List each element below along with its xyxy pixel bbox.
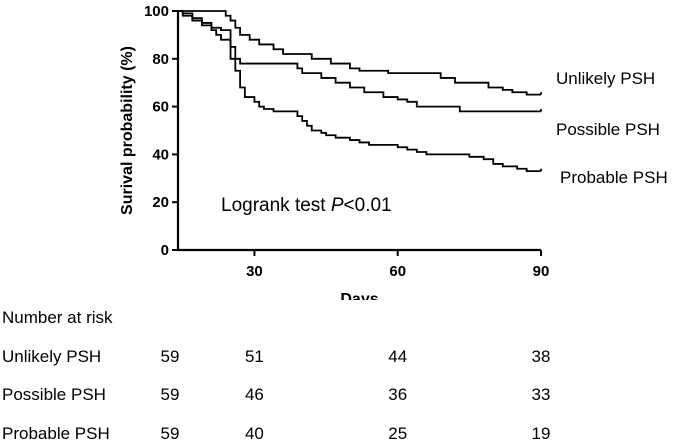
survival-curves xyxy=(178,10,542,173)
axes xyxy=(176,11,541,252)
risk-value-probable-psh-1: 40 xyxy=(244,424,264,443)
curve-possible-psh xyxy=(178,10,541,113)
curve-labels: Unlikely PSH Possible PSH Probable PSH xyxy=(556,69,668,187)
risk-value-unlikely-psh-3: 38 xyxy=(531,347,551,366)
curve-label-unlikely-psh: Unlikely PSH xyxy=(556,69,655,88)
risk-value-probable-psh-2: 25 xyxy=(388,424,408,443)
y-tick-label-100: 100 xyxy=(144,3,169,20)
risk-value-possible-psh-2: 36 xyxy=(388,385,408,404)
risk-table-title: Number at risk xyxy=(2,308,113,327)
risk-value-unlikely-psh-1: 51 xyxy=(244,347,264,366)
risk-row-label-unlikely-psh: Unlikely PSH xyxy=(2,347,102,366)
annotation-prefix: Logrank test xyxy=(221,195,331,216)
x-tick-label-90: 90 xyxy=(533,263,550,280)
x-axis-label: Days xyxy=(340,291,378,300)
x-tick-label-60: 60 xyxy=(389,263,406,280)
y-axis-label: Surival probability (%) xyxy=(119,46,136,215)
annotation-p: P xyxy=(331,195,344,216)
risk-value-probable-psh-3: 19 xyxy=(531,424,551,443)
risk-value-possible-psh-0: 59 xyxy=(160,385,180,404)
risk-value-unlikely-psh-2: 44 xyxy=(388,347,408,366)
ticks: 0 20 40 60 80 100 30 60 90 xyxy=(144,3,549,280)
y-tick-label-60: 60 xyxy=(152,99,169,116)
y-tick-label-20: 20 xyxy=(152,194,169,211)
y-tick-label-40: 40 xyxy=(152,146,169,163)
y-tick-label-0: 0 xyxy=(161,242,169,259)
risk-value-possible-psh-3: 33 xyxy=(531,385,551,404)
annotation-suffix: <0.01 xyxy=(344,195,392,216)
logrank-annotation: Logrank test P<0.01 xyxy=(221,195,392,216)
risk-value-unlikely-psh-0: 59 xyxy=(160,347,180,366)
risk-value-probable-psh-0: 59 xyxy=(160,424,180,443)
curve-probable-psh xyxy=(178,10,541,173)
risk-value-possible-psh-1: 46 xyxy=(244,385,264,404)
risk-row-label-possible-psh: Possible PSH xyxy=(2,385,106,404)
curve-label-possible-psh: Possible PSH xyxy=(556,120,660,139)
curve-label-probable-psh: Probable PSH xyxy=(560,168,668,187)
risk-row-label-probable-psh: Probable PSH xyxy=(2,424,110,443)
km-chart: 0 20 40 60 80 100 30 60 90 Unlikely PSH Possible … xyxy=(119,3,668,300)
curve-unlikely-psh xyxy=(178,10,541,96)
x-tick-label-30: 30 xyxy=(246,263,263,280)
y-tick-label-80: 80 xyxy=(152,51,169,68)
